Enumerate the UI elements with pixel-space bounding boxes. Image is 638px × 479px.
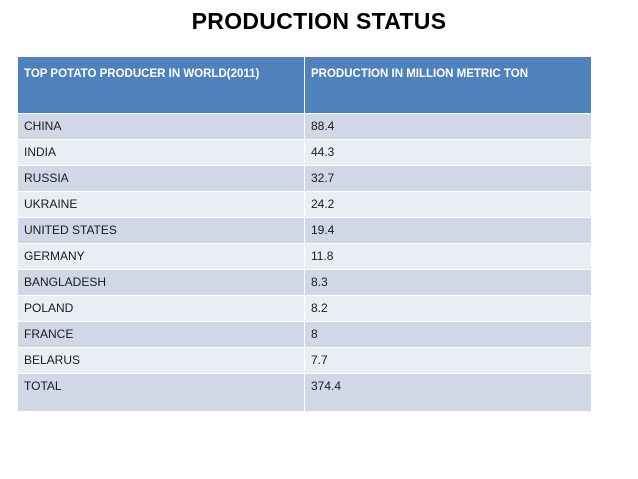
production-cell: 8.2 bbox=[304, 295, 592, 322]
table-row: RUSSIA 32.7 bbox=[17, 165, 592, 192]
country-cell: FRANCE bbox=[17, 321, 305, 348]
production-cell: 7.7 bbox=[304, 347, 592, 374]
table-row: BANGLADESH 8.3 bbox=[17, 269, 592, 296]
table-row: UNITED STATES 19.4 bbox=[17, 217, 592, 244]
production-cell: 44.3 bbox=[304, 139, 592, 166]
slide-title: PRODUCTION STATUS bbox=[191, 8, 447, 34]
table-header-row: TOP POTATO PRODUCER IN WORLD(2011) PRODU… bbox=[17, 56, 592, 114]
production-table: TOP POTATO PRODUCER IN WORLD(2011) PRODU… bbox=[17, 56, 592, 412]
table-row: INDIA 44.3 bbox=[17, 139, 592, 166]
total-row: TOTAL 374.4 bbox=[17, 373, 592, 412]
table-row: GERMANY 11.8 bbox=[17, 243, 592, 270]
table-row: CHINA 88.4 bbox=[17, 113, 592, 140]
country-cell: INDIA bbox=[17, 139, 305, 166]
production-cell: 8.3 bbox=[304, 269, 592, 296]
table-row: BELARUS 7.7 bbox=[17, 347, 592, 374]
production-cell: 19.4 bbox=[304, 217, 592, 244]
table-row: POLAND 8.2 bbox=[17, 295, 592, 322]
table-row: UKRAINE 24.2 bbox=[17, 191, 592, 218]
country-cell: BANGLADESH bbox=[17, 269, 305, 296]
country-cell: BELARUS bbox=[17, 347, 305, 374]
country-cell: GERMANY bbox=[17, 243, 305, 270]
country-cell: POLAND bbox=[17, 295, 305, 322]
country-cell: UNITED STATES bbox=[17, 217, 305, 244]
production-cell: 24.2 bbox=[304, 191, 592, 218]
total-label-cell: TOTAL bbox=[17, 373, 305, 412]
country-cell: UKRAINE bbox=[17, 191, 305, 218]
country-cell: RUSSIA bbox=[17, 165, 305, 192]
country-cell: CHINA bbox=[17, 113, 305, 140]
production-cell: 32.7 bbox=[304, 165, 592, 192]
column-header-production: PRODUCTION IN MILLION METRIC TON bbox=[304, 56, 592, 114]
total-value-cell: 374.4 bbox=[304, 373, 592, 412]
column-header-producer: TOP POTATO PRODUCER IN WORLD(2011) bbox=[17, 56, 305, 114]
production-cell: 11.8 bbox=[304, 243, 592, 270]
production-cell: 8 bbox=[304, 321, 592, 348]
table-row: FRANCE 8 bbox=[17, 321, 592, 348]
production-cell: 88.4 bbox=[304, 113, 592, 140]
